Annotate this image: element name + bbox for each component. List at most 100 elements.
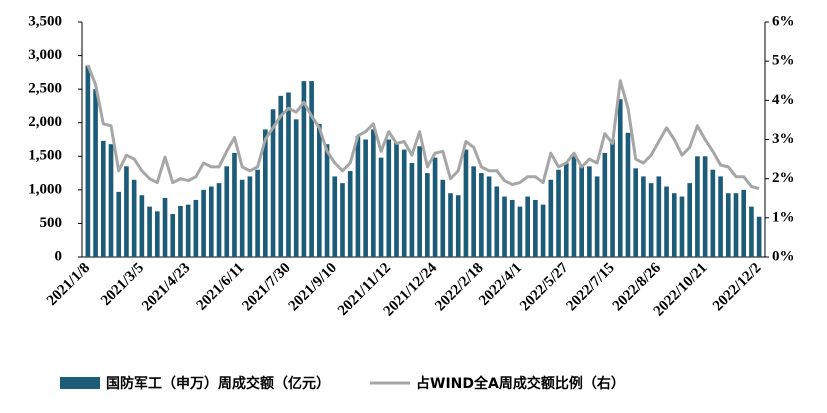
y2-tick-label: 5% (772, 53, 795, 69)
bar (100, 140, 106, 257)
y2-tick-label: 4% (772, 92, 795, 108)
bar (710, 169, 716, 257)
bar (448, 193, 453, 257)
bar (201, 189, 206, 257)
bar (548, 179, 554, 257)
bar (93, 89, 98, 258)
bar (317, 124, 322, 257)
bar (494, 186, 500, 257)
x-tick-label: 2021/7/30 (239, 260, 293, 314)
y2-tick-label: 6% (772, 13, 795, 29)
bar (324, 144, 330, 257)
y-tick-label: 2,000 (28, 114, 62, 130)
bar (394, 142, 399, 257)
bar (386, 139, 392, 257)
bar (702, 156, 708, 257)
bar (664, 186, 669, 257)
x-tick-label: 2022/5/27 (517, 260, 572, 315)
bar (540, 204, 546, 257)
bar (162, 197, 168, 257)
bar (733, 193, 739, 257)
legend-swatch (60, 377, 100, 389)
bar (625, 132, 631, 257)
bar (455, 195, 461, 257)
bar (563, 163, 569, 257)
bar (432, 157, 438, 257)
y-tick-label: 1,000 (28, 181, 62, 197)
bar (594, 176, 600, 257)
bar (633, 168, 639, 257)
bar (301, 81, 307, 257)
bar (571, 156, 577, 257)
bar (216, 183, 222, 257)
y2-tick-label: 3% (772, 131, 795, 147)
bar (239, 179, 245, 257)
bar (116, 191, 122, 257)
bar (371, 129, 376, 257)
bar (154, 211, 160, 257)
y-tick-label: 2,500 (28, 81, 62, 97)
bar (270, 109, 276, 258)
bar (170, 214, 176, 257)
bar (139, 195, 145, 257)
bar (602, 152, 608, 257)
bar (363, 139, 368, 257)
y2-tick-label: 2% (772, 170, 795, 186)
bar (502, 196, 507, 257)
bar (85, 65, 91, 258)
bar (278, 95, 284, 257)
bar (147, 206, 152, 257)
bar (232, 152, 237, 257)
bar (579, 166, 584, 257)
bar (347, 171, 353, 257)
bar (471, 166, 476, 257)
bar (401, 149, 407, 257)
line (86, 64, 760, 190)
bar (340, 183, 345, 257)
bar (517, 206, 523, 257)
bar (479, 173, 484, 257)
bar (409, 163, 415, 257)
bar (208, 186, 214, 257)
x-tick-label: 2021/1/8 (44, 260, 93, 309)
y-tick-label: 3,000 (28, 47, 62, 63)
y-tick-label: 1,500 (28, 148, 62, 164)
bar (695, 156, 700, 257)
bar (286, 92, 291, 257)
y2-tick-label: 0% (772, 248, 795, 264)
bar (718, 176, 723, 257)
bar (185, 204, 191, 257)
bar (648, 183, 654, 257)
bar (108, 144, 114, 257)
bar (671, 193, 677, 257)
bar (533, 199, 538, 257)
bar (725, 193, 731, 257)
y-tick-label: 3,500 (28, 13, 62, 29)
bar (641, 176, 646, 257)
y-tick-label: 500 (40, 215, 63, 231)
bar (687, 183, 693, 257)
bar (378, 157, 384, 257)
y2-tick-label: 1% (772, 209, 795, 225)
bar (749, 206, 754, 257)
bar (309, 81, 314, 257)
bar (178, 205, 183, 257)
bar (610, 139, 615, 257)
x-tick-label: 2021/4/23 (139, 260, 193, 314)
bar (741, 189, 747, 257)
bar (525, 196, 530, 257)
bar (556, 169, 561, 257)
bar (425, 173, 430, 257)
bar (131, 179, 137, 257)
bar (440, 179, 446, 257)
bar (293, 119, 299, 257)
bar (509, 199, 515, 257)
bar (587, 166, 592, 257)
bar (255, 169, 260, 257)
bar (756, 216, 762, 257)
legend-label: 占WIND全A周成交额比例（右） (416, 375, 625, 392)
bar (263, 129, 268, 257)
x-tick-label: 2022/7/15 (563, 260, 617, 314)
